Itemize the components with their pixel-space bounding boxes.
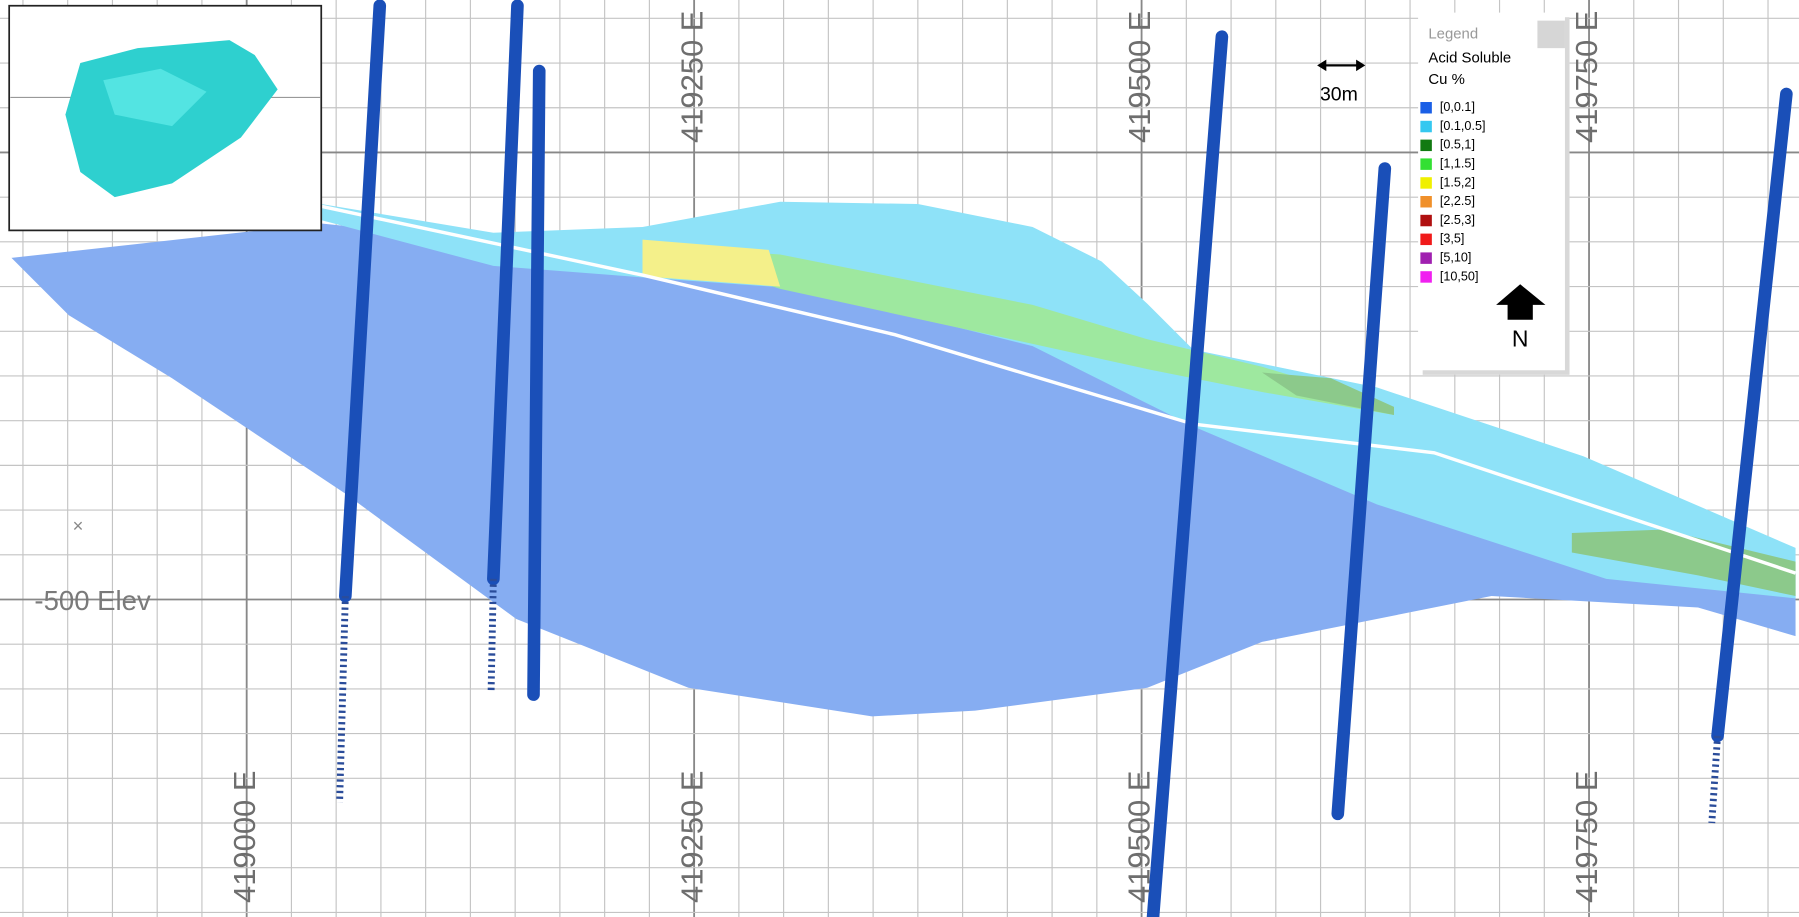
legend-heading: Cu % bbox=[1428, 72, 1464, 88]
legend-box bbox=[1418, 12, 1565, 371]
inset-highlight bbox=[103, 68, 207, 127]
legend-label: [2,2.5] bbox=[1440, 194, 1475, 208]
legend-label: [1,1.5] bbox=[1440, 156, 1475, 170]
north-label: N bbox=[1512, 326, 1529, 352]
legend-label: [0,0.1] bbox=[1440, 100, 1475, 114]
scale-label: 30m bbox=[1320, 83, 1358, 105]
grid-label: 419000 E bbox=[227, 771, 262, 903]
ore-body-cyan-band bbox=[321, 201, 1796, 599]
legend-label: [3,5] bbox=[1440, 232, 1465, 246]
elevation-label: -500 Elev bbox=[34, 585, 151, 616]
drill-hole-tail bbox=[487, 578, 497, 694]
legend-swatch bbox=[1420, 214, 1432, 227]
legend-button[interactable] bbox=[1537, 20, 1565, 49]
legend-swatch bbox=[1420, 177, 1432, 189]
grid-label: 419500 E bbox=[1122, 771, 1157, 903]
legend-label: [0.5,1] bbox=[1440, 138, 1475, 152]
drill-hole bbox=[527, 64, 546, 701]
legend-swatch bbox=[1420, 252, 1432, 264]
grid-label: 419250 E bbox=[674, 11, 709, 143]
drill-hole bbox=[487, 0, 524, 586]
legend-swatch bbox=[1420, 102, 1432, 114]
drill-hole bbox=[339, 0, 387, 603]
legend: Legend Acid Soluble Cu % N [0,0.1] [0.1,0… bbox=[1418, 12, 1570, 375]
legend-label: [5,10] bbox=[1440, 250, 1472, 264]
legend-label: [2.5,3] bbox=[1440, 213, 1475, 227]
marker: × bbox=[73, 515, 84, 536]
grid-label: 419250 E bbox=[674, 771, 709, 903]
legend-swatch bbox=[1420, 271, 1432, 283]
grid-label: 419750 E bbox=[1569, 11, 1604, 143]
inset bbox=[8, 4, 323, 232]
drill-holes bbox=[339, 0, 1793, 917]
legend-title: Legend bbox=[1428, 26, 1478, 42]
legend-label: [10,50] bbox=[1440, 269, 1479, 283]
legend-swatch bbox=[1420, 158, 1432, 170]
legend-label: [1.5,2] bbox=[1440, 175, 1475, 189]
drill-hole-tail bbox=[336, 595, 349, 803]
drill-hole bbox=[1711, 87, 1793, 743]
fault-trace bbox=[320, 204, 1797, 575]
grid-label: 419750 E bbox=[1569, 771, 1604, 903]
scale-arrow bbox=[1317, 59, 1327, 72]
legend-swatch bbox=[1420, 120, 1432, 133]
legend-swatch bbox=[1420, 139, 1432, 152]
scale-arrow bbox=[1356, 59, 1366, 72]
grid-labels: 419250 E 419500 E 419750 E 419000 E 419250 E… bbox=[227, 11, 1604, 903]
grid-label: 419500 E bbox=[1122, 11, 1157, 143]
scale-bar: 30m bbox=[1317, 59, 1366, 105]
drill-hole bbox=[1331, 162, 1392, 821]
ore-body-yellow-patch bbox=[642, 239, 781, 287]
legend-swatch bbox=[1420, 196, 1432, 208]
drill-hole bbox=[1146, 30, 1229, 917]
drill-hole-tails bbox=[336, 578, 1721, 824]
ore-body-green-patch bbox=[1262, 372, 1394, 415]
legend-label: [0.1,0.5] bbox=[1440, 119, 1486, 133]
legend-heading: Acid Soluble bbox=[1428, 50, 1511, 66]
north-arrow bbox=[1496, 284, 1546, 320]
ore-body-green-band bbox=[642, 245, 1394, 415]
legend-swatch bbox=[1420, 233, 1432, 246]
